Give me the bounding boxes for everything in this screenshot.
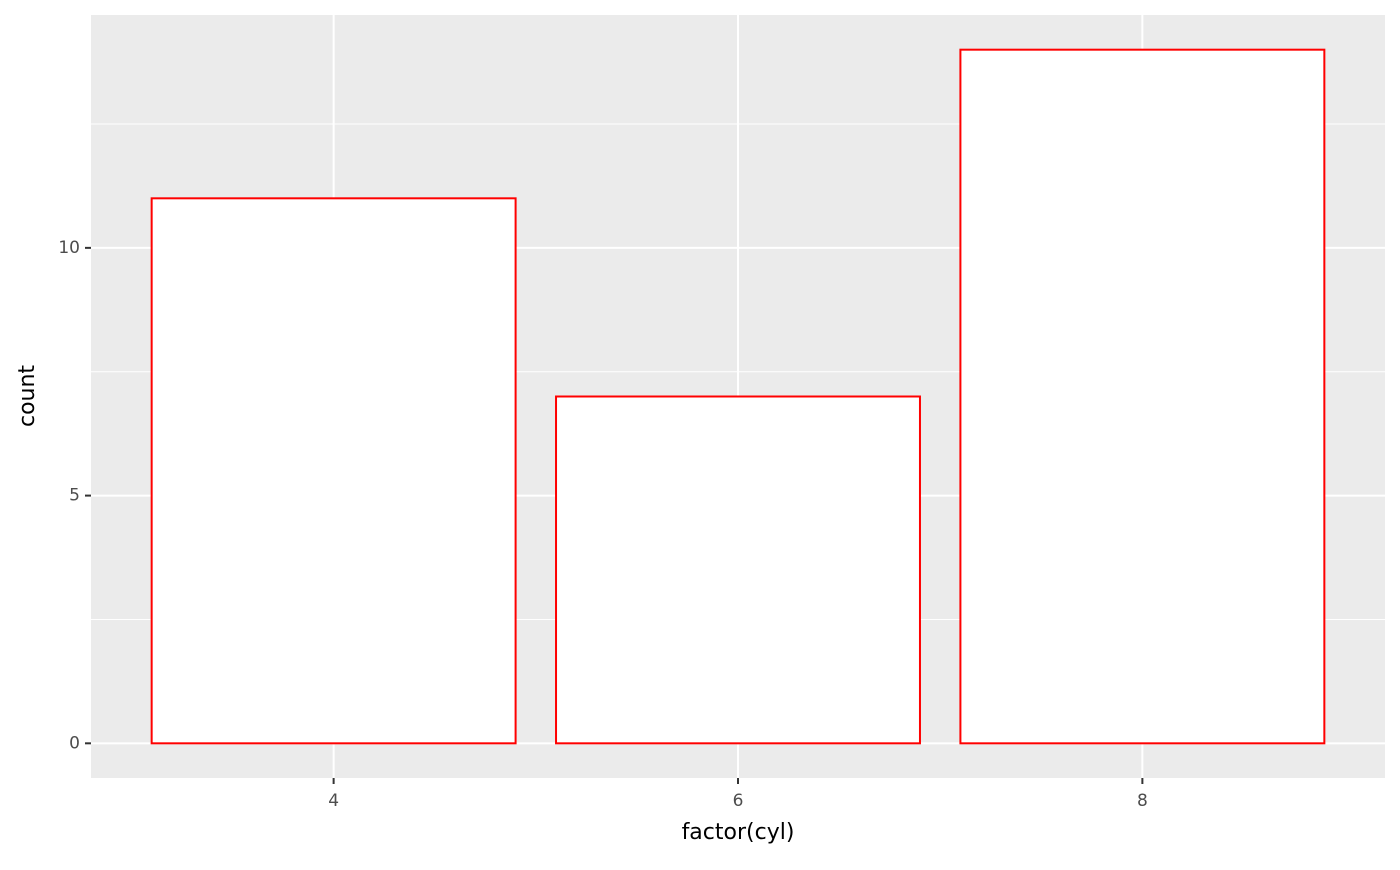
y-tick-label: 0 xyxy=(69,733,80,753)
bar xyxy=(959,48,1326,745)
x-tick-label: 8 xyxy=(1137,791,1148,811)
bar xyxy=(555,395,921,745)
x-axis-title: factor(cyl) xyxy=(682,820,795,845)
y-tick-label: 5 xyxy=(69,486,80,506)
y-axis-title: count xyxy=(15,365,40,427)
x-tick-label: 6 xyxy=(733,791,744,811)
bar xyxy=(150,197,517,745)
y-tick-label: 10 xyxy=(58,238,80,258)
x-tick-label: 4 xyxy=(328,791,339,811)
